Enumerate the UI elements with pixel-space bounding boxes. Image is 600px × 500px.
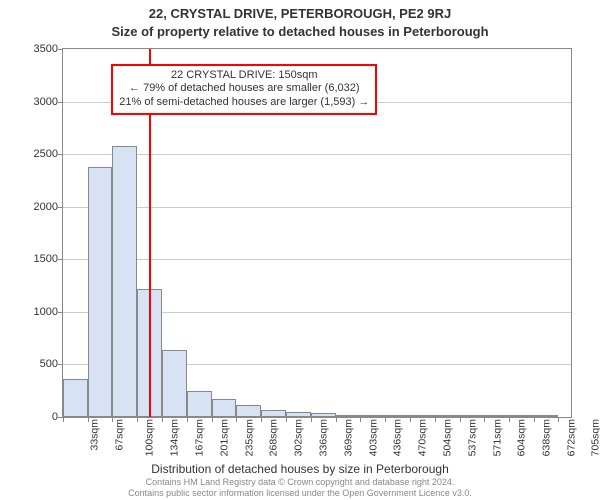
x-tick-mark [212,417,213,422]
histogram-bar [484,415,509,417]
x-tick-mark [162,417,163,422]
x-tick-label: 571sqm [491,419,503,456]
histogram-bar [162,350,187,417]
x-tick-mark [187,417,188,422]
chart-title-main: 22, CRYSTAL DRIVE, PETERBOROUGH, PE2 9RJ [0,6,600,21]
callout-line-1: ← 79% of detached houses are smaller (6,… [119,82,369,96]
gridline [63,154,571,155]
y-tick-label: 1000 [8,306,58,318]
histogram-bar [410,415,434,417]
y-tick-mark [58,154,63,155]
x-tick-mark [336,417,337,422]
x-tick-mark [137,417,138,422]
y-tick-mark [58,259,63,260]
gridline [63,259,571,260]
x-tick-label: 436sqm [391,419,403,456]
histogram-bar [261,410,286,417]
x-tick-mark [261,417,262,422]
footer-line-2: Contains public sector information licen… [0,488,600,498]
x-tick-label: 537sqm [466,419,478,456]
x-tick-mark [311,417,312,422]
x-tick-mark [88,417,89,422]
plot-area: 33sqm67sqm100sqm134sqm167sqm201sqm235sqm… [62,48,572,418]
histogram-bar [212,399,236,417]
histogram-bar [534,415,558,417]
histogram-bar [385,415,410,417]
histogram-chart: 22, CRYSTAL DRIVE, PETERBOROUGH, PE2 9RJ… [0,0,600,500]
x-tick-label: 167sqm [193,419,205,456]
x-tick-mark [410,417,411,422]
x-tick-label: 33sqm [89,419,101,451]
histogram-bar [509,415,534,417]
histogram-bar [360,415,385,417]
x-tick-mark [534,417,535,422]
x-tick-mark [558,417,559,422]
x-tick-label: 638sqm [540,419,552,456]
x-tick-label: 100sqm [144,419,156,456]
x-tick-label: 67sqm [114,419,126,451]
x-tick-label: 504sqm [442,419,454,456]
x-tick-label: 403sqm [367,419,379,456]
x-tick-label: 369sqm [342,419,354,456]
x-tick-label: 268sqm [268,419,280,456]
y-tick-mark [58,364,63,365]
y-tick-label: 0 [8,411,58,423]
y-tick-mark [58,49,63,50]
histogram-bar [236,405,261,417]
histogram-bar [112,146,137,417]
callout-line-2: 21% of semi-detached houses are larger (… [119,96,369,110]
x-tick-mark [360,417,361,422]
y-tick-mark [58,207,63,208]
chart-title-sub: Size of property relative to detached ho… [0,24,600,39]
y-tick-mark [58,102,63,103]
histogram-bar [435,415,460,417]
histogram-bar [460,415,484,417]
y-tick-label: 2500 [8,148,58,160]
x-tick-label: 705sqm [590,419,600,456]
y-tick-label: 3000 [8,96,58,108]
x-tick-label: 336sqm [318,419,330,456]
y-tick-mark [58,312,63,313]
x-tick-label: 235sqm [243,419,255,456]
histogram-bar [286,412,310,417]
histogram-bar [88,167,112,417]
y-tick-label: 2000 [8,201,58,213]
x-tick-label: 201sqm [218,419,230,456]
y-tick-label: 1500 [8,253,58,265]
property-callout: 22 CRYSTAL DRIVE: 150sqm← 79% of detache… [111,64,377,115]
y-tick-label: 500 [8,358,58,370]
x-tick-label: 470sqm [417,419,429,456]
x-tick-label: 134sqm [169,419,181,456]
x-tick-label: 672sqm [565,419,577,456]
x-tick-label: 604sqm [515,419,527,456]
x-tick-label: 302sqm [293,419,305,456]
footer-attribution: Contains HM Land Registry data © Crown c… [0,477,600,498]
x-tick-mark [385,417,386,422]
gridline [63,207,571,208]
y-tick-label: 3500 [8,43,58,55]
x-tick-mark [63,417,64,422]
histogram-bar [63,379,88,417]
x-axis-label: Distribution of detached houses by size … [0,462,600,476]
histogram-bar [187,391,212,417]
x-tick-mark [286,417,287,422]
histogram-bar [311,413,336,417]
x-tick-mark [460,417,461,422]
x-tick-mark [236,417,237,422]
footer-line-1: Contains HM Land Registry data © Crown c… [0,477,600,487]
callout-line-0: 22 CRYSTAL DRIVE: 150sqm [119,69,369,83]
x-tick-mark [435,417,436,422]
x-tick-mark [509,417,510,422]
x-tick-mark [484,417,485,422]
histogram-bar [336,415,360,417]
x-tick-mark [112,417,113,422]
